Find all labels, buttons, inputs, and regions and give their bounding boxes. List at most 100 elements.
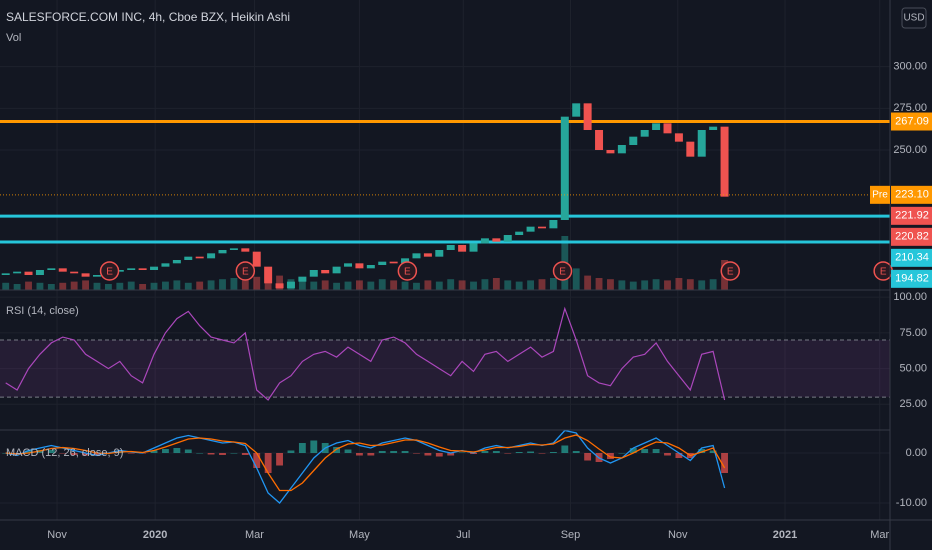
macd-histogram-bar [367,453,375,456]
volume-bar [162,281,169,290]
volume-bar [618,280,626,290]
volume-bar [36,282,44,290]
candle-body [697,130,706,157]
volume-bar [219,279,226,290]
volume-bar [150,282,158,290]
x-tick-label: Jul [456,529,470,541]
macd-histogram-bar [219,453,226,455]
macd-histogram-bar [413,453,420,454]
macd-histogram-bar [298,443,306,453]
volume-bar [652,279,660,290]
macd-histogram-bar [561,445,569,453]
price-label-box [891,185,932,204]
candle-body [127,268,136,270]
macd-histogram-bar [82,453,89,456]
x-tick-label: Sep [561,529,581,541]
candle-body [617,145,626,154]
price-label: 221.92 [895,210,929,222]
x-tick-label: Nov [668,529,688,541]
macd-histogram-bar [618,453,626,454]
y-tick-label: 275.00 [893,102,927,114]
earnings-label: E [559,267,566,278]
volume-bar [13,284,21,290]
candle-body [560,116,569,220]
macd-histogram-bar [447,453,455,456]
x-tick-label: Mar [870,529,889,541]
volume-bar [378,279,386,290]
macd-histogram-bar [59,453,67,454]
macd-histogram-bar [527,451,534,453]
macd-histogram-bar [310,440,318,453]
price-label-box [891,227,932,246]
candle-body [172,260,181,264]
axes: Nov 2020 Mar May Jul Sep Nov 2021 Mar 300.00 275.0… [47,61,932,541]
candle-body [92,275,101,277]
candle-body [492,238,501,242]
rsi-title: RSI (14, close) [6,305,79,317]
macd-histogram-bar [276,453,283,466]
volume-bar [549,278,557,290]
volume-bar [595,278,603,290]
volume-bar [70,281,78,290]
volume-bar [470,281,477,290]
macd-histogram-bar [549,452,557,453]
volume-bar [298,280,306,290]
candle-body [1,273,10,275]
volume-bar [515,281,523,290]
macd-histogram-bar [173,448,181,453]
earnings-label: E [106,267,113,278]
volume-bar [424,280,432,290]
grid [0,0,890,520]
candle-body [629,136,638,145]
macd-histogram-bar [162,449,169,453]
candle-body [686,141,695,157]
volume-bar [196,281,204,290]
candle-body [709,126,718,130]
macd-histogram-bar [207,453,215,455]
candle-body [720,126,729,197]
macd-histogram-bar [230,453,238,454]
macd-histogram-bar [70,453,78,455]
candle-body [572,103,581,117]
price-tag: Pre [872,189,888,200]
candle-body [332,266,341,274]
volume-bar [127,281,135,290]
candle-body [389,261,398,264]
macd-histogram-bar [652,449,660,453]
x-tick-label: Mar [245,529,264,541]
macd-histogram-bar [675,453,683,458]
candle-body [595,130,604,150]
price-label: 223.10 [895,189,929,201]
candle-body [549,220,558,229]
volume-bar [413,282,420,290]
candle-body [469,243,478,252]
macd-histogram-bar [333,447,341,453]
volume-bar [230,278,238,290]
volume-bar [698,280,706,290]
macd-histogram-bar [515,452,523,453]
candle-body [275,283,284,289]
macd-histogram-bar [607,453,614,459]
volume-bar [607,279,614,290]
macd-histogram-bar [458,452,466,453]
candle-body [458,245,467,252]
volume-bar [82,280,89,290]
macd-histogram-bar [93,453,101,456]
earnings-marker [552,261,573,281]
candle-body [537,226,546,229]
macd-histogram-bar [709,450,717,453]
volume-bar [321,280,329,290]
currency-box[interactable] [901,7,927,29]
candle-body [252,251,261,267]
candle-body [663,123,672,134]
macd-histogram-bar [572,451,580,453]
volume-bar [104,284,112,290]
volume-bar [675,278,683,290]
candle-body [355,263,364,269]
candle-body [423,253,432,257]
candle-body [58,268,67,272]
candle-body [652,123,661,130]
candle-body [583,103,592,130]
volume-bar [481,279,489,290]
